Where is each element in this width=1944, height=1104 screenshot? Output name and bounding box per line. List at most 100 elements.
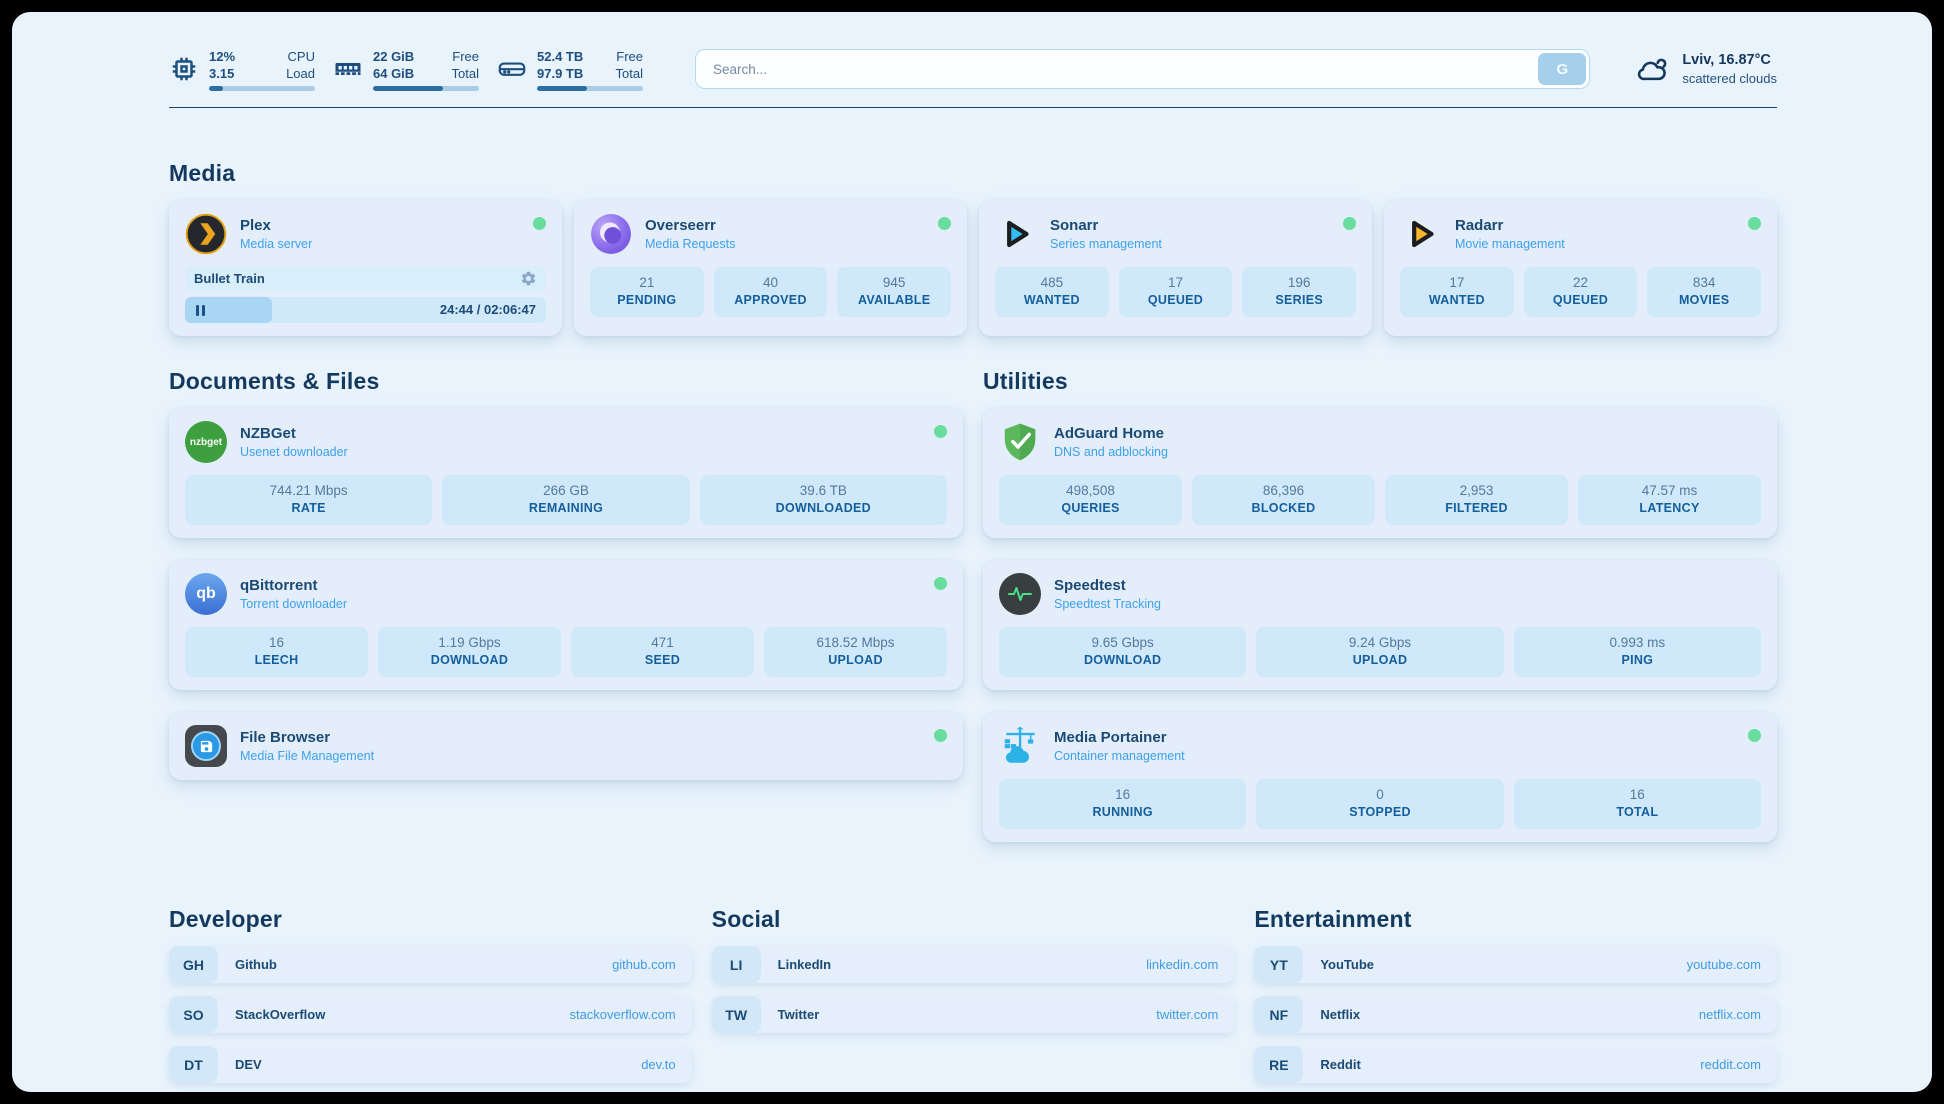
stackoverflow-badge: SO: [169, 996, 218, 1033]
documents-section: Documents & Files nzbget NZBGet Usenet d…: [169, 368, 963, 780]
link-linkedin[interactable]: LI LinkedIn linkedin.com: [711, 946, 1235, 983]
disk-total-value: 97.9 TB: [537, 65, 584, 81]
link-reddit[interactable]: RE Reddit reddit.com: [1254, 1046, 1777, 1083]
github-badge: GH: [169, 946, 218, 983]
filebrowser-icon: [185, 725, 227, 767]
linkedin-badge: LI: [711, 946, 761, 983]
stat-tile: 945 AVAILABLE: [837, 267, 952, 317]
stat-tile: 16 LEECH: [185, 627, 368, 677]
social-section: Social LI LinkedIn linkedin.com TW Twitt…: [711, 906, 1235, 1033]
cpu-progress-bar: [209, 85, 315, 91]
portainer-status-dot: [1748, 729, 1761, 742]
gear-icon[interactable]: [520, 270, 537, 287]
adguard-title: AdGuard Home: [1054, 424, 1165, 442]
cpu-widget: 12% 3.15 CPU Load: [169, 48, 315, 91]
link-stackoverflow[interactable]: SO StackOverflow stackoverflow.com: [169, 996, 692, 1033]
nzbget-card[interactable]: nzbget NZBGet Usenet downloader 744.21 M…: [169, 408, 963, 538]
portainer-card[interactable]: Media Portainer Container management 16 …: [983, 712, 1777, 842]
qbittorrent-status-dot: [934, 577, 947, 590]
link-netflix[interactable]: NF Netflix netflix.com: [1254, 996, 1777, 1033]
topbar: 12% 3.15 CPU Load: [169, 42, 1777, 96]
sonarr-icon: [995, 213, 1037, 255]
ram-total-value: 64 GiB: [373, 65, 415, 81]
cloud-icon: [1634, 51, 1670, 87]
qbittorrent-card[interactable]: qb qBittorrent Torrent downloader 16 LEE…: [169, 560, 963, 690]
link-twitter[interactable]: TW Twitter twitter.com: [711, 996, 1235, 1033]
sonarr-status-dot: [1343, 217, 1356, 230]
disk-free-label: Free: [616, 48, 643, 64]
nzbget-title: NZBGet: [240, 424, 296, 442]
utilities-section: Utilities AdGuard Home: [983, 368, 1777, 842]
adguard-card[interactable]: AdGuard Home DNS and adblocking 498,508 …: [983, 408, 1777, 538]
ram-widget: 22 GiB 64 GiB Free Total: [333, 48, 479, 91]
now-playing-title: Bullet Train: [194, 271, 265, 286]
cpu-load-label: Load: [286, 65, 315, 81]
qbittorrent-title: qBittorrent: [240, 576, 318, 594]
ram-free-label: Free: [452, 48, 479, 64]
stat-tile: 86,396 BLOCKED: [1192, 475, 1375, 525]
cpu-usage-value: 12%: [209, 48, 236, 64]
qbittorrent-icon: qb: [185, 573, 227, 615]
stat-tile: 498,508 QUERIES: [999, 475, 1182, 525]
netflix-badge: NF: [1254, 996, 1304, 1033]
overseerr-subtitle: Media Requests: [645, 236, 736, 251]
search-input[interactable]: [699, 53, 1539, 85]
entertainment-section: Entertainment YT YouTube youtube.com NF …: [1254, 906, 1777, 1083]
cpu-chip-icon: [169, 54, 199, 84]
ram-icon: [333, 54, 363, 84]
playback-progress-bar[interactable]: 24:44 / 02:06:47: [185, 297, 546, 323]
radarr-card[interactable]: Radarr Movie management 17 WANTED 22 QUE…: [1384, 200, 1777, 336]
plex-icon: [185, 213, 227, 255]
overseerr-card[interactable]: Overseerr Media Requests 21 PENDING 40 A…: [574, 200, 967, 336]
stat-tile: 744.21 Mbps RATE: [185, 475, 433, 525]
radarr-icon: [1400, 213, 1442, 255]
nzbget-status-dot: [934, 425, 947, 438]
filebrowser-card[interactable]: File Browser Media File Management: [169, 712, 963, 780]
disk-icon: [497, 54, 527, 84]
link-youtube[interactable]: YT YouTube youtube.com: [1254, 946, 1777, 983]
entertainment-heading: Entertainment: [1254, 906, 1412, 932]
speedtest-title: Speedtest: [1054, 576, 1126, 594]
speedtest-card[interactable]: Speedtest Speedtest Tracking 9.65 Gbps D…: [983, 560, 1777, 690]
plex-subtitle: Media server: [240, 236, 313, 251]
stat-tile: 196 SERIES: [1242, 267, 1357, 317]
stat-tile: 40 APPROVED: [713, 267, 828, 317]
overseerr-status-dot: [938, 217, 951, 230]
overseerr-title: Overseerr: [645, 216, 716, 234]
weather-location-temp: Lviv, 16.87°C: [1682, 52, 1771, 68]
playback-played-pill: [185, 297, 272, 323]
stat-tile: 0 STOPPED: [1256, 779, 1504, 829]
media-section: Media Plex Media server: [169, 160, 1777, 336]
stat-tile: 17 WANTED: [1400, 267, 1514, 317]
sonarr-card[interactable]: Sonarr Series management 485 WANTED 17 Q…: [979, 200, 1372, 336]
cpu-label: CPU: [287, 48, 315, 64]
qbittorrent-subtitle: Torrent downloader: [240, 596, 348, 611]
twitter-badge: TW: [711, 996, 761, 1033]
search-provider-button[interactable]: G: [1538, 53, 1587, 85]
sonarr-title: Sonarr: [1050, 216, 1099, 234]
nzbget-icon: nzbget: [185, 421, 227, 463]
link-dev[interactable]: DT DEV dev.to: [169, 1046, 692, 1083]
reddit-badge: RE: [1254, 1046, 1304, 1083]
plex-card[interactable]: Plex Media server Bullet Train: [169, 200, 562, 336]
sonarr-subtitle: Series management: [1050, 236, 1162, 251]
stat-tile: 16 RUNNING: [999, 779, 1247, 829]
stat-tile: 266 GB REMAINING: [442, 475, 690, 525]
documents-heading: Documents & Files: [169, 368, 380, 394]
portainer-subtitle: Container management: [1054, 748, 1185, 763]
utilities-heading: Utilities: [983, 368, 1068, 394]
playback-time: 24:44 / 02:06:47: [439, 302, 536, 317]
stat-tile: 9.65 Gbps DOWNLOAD: [999, 627, 1247, 677]
portainer-title: Media Portainer: [1054, 728, 1167, 746]
disk-progress-bar: [537, 85, 643, 91]
disk-total-label: Total: [615, 65, 643, 81]
radarr-title: Radarr: [1455, 216, 1504, 234]
cpu-load-value: 3.15: [209, 65, 235, 81]
social-heading: Social: [711, 906, 781, 932]
filebrowser-status-dot: [934, 729, 947, 742]
link-github[interactable]: GH Github github.com: [169, 946, 692, 983]
disk-widget: 52.4 TB 97.9 TB Free Total: [497, 48, 643, 91]
search-bar: G: [695, 49, 1591, 89]
speedtest-subtitle: Speedtest Tracking: [1054, 596, 1162, 611]
filebrowser-subtitle: Media File Management: [240, 748, 375, 763]
